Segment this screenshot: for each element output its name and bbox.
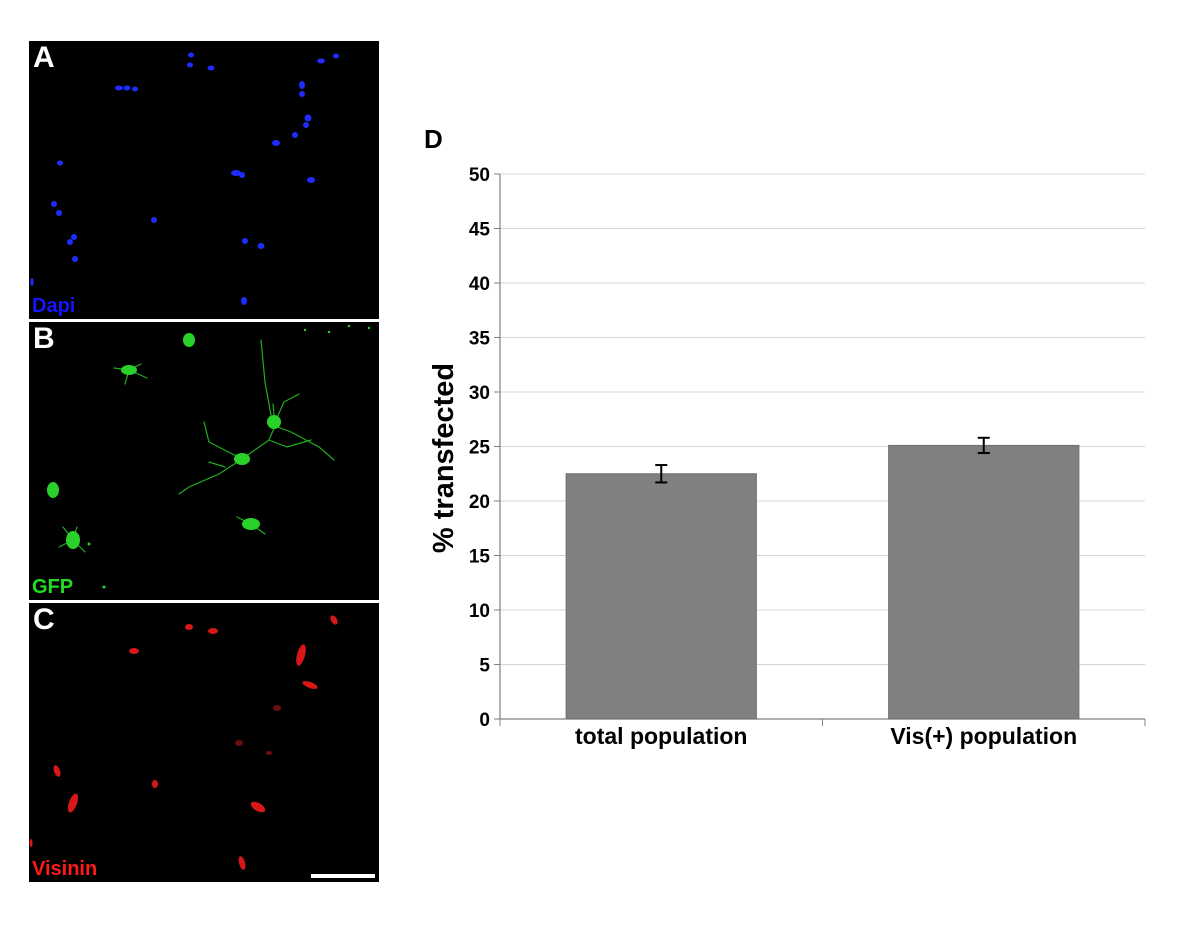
panel-letter-b: B [33, 322, 55, 355]
micrograph-panel-gfp: B GFP [29, 322, 379, 600]
error-bar-0 [655, 464, 668, 484]
y-tick-label-5: 5 [479, 656, 490, 677]
panel-letter-c: C [33, 603, 55, 636]
channel-label-dapi: Dapi [32, 295, 76, 317]
x-tick-label-0: total population [575, 723, 747, 749]
y-tick-label-40: 40 [469, 274, 490, 295]
tick-labels: 0 5 10 15 20 25 30 35 40 45 50 total population Vis(… [469, 165, 1077, 749]
bar-0 [565, 473, 757, 720]
channel-label-visinin: Visinin [32, 858, 98, 880]
panel-letter-a: A [33, 41, 55, 74]
dapi-nuclei-image [30, 52, 339, 305]
error-bar-1 [977, 436, 990, 455]
visinin-cells-image [29, 615, 338, 870]
bar-1 [888, 444, 1080, 720]
y-tick-label-50: 50 [469, 165, 490, 186]
scale-bar [311, 874, 375, 878]
y-tick-label-0: 0 [479, 710, 490, 731]
y-tick-label-45: 45 [469, 220, 491, 241]
micrograph-panel-dapi: A Dapi [29, 41, 379, 319]
y-tick-label-35: 35 [469, 329, 491, 350]
bars [565, 436, 1080, 720]
y-tick-label-25: 25 [469, 438, 491, 459]
panel-letter-d: D [424, 124, 443, 154]
micrograph-panel-visinin: C Visinin [29, 603, 379, 882]
y-tick-label-10: 10 [469, 601, 490, 622]
channel-label-gfp: GFP [32, 576, 74, 598]
y-tick-label-20: 20 [469, 492, 490, 513]
y-tick-label-15: 15 [469, 547, 491, 568]
y-axis-label: % transfected [428, 363, 460, 553]
y-tick-label-30: 30 [469, 383, 490, 404]
x-tick-label-1: Vis(+) population [890, 723, 1077, 749]
gfp-neurons-image [47, 324, 371, 589]
